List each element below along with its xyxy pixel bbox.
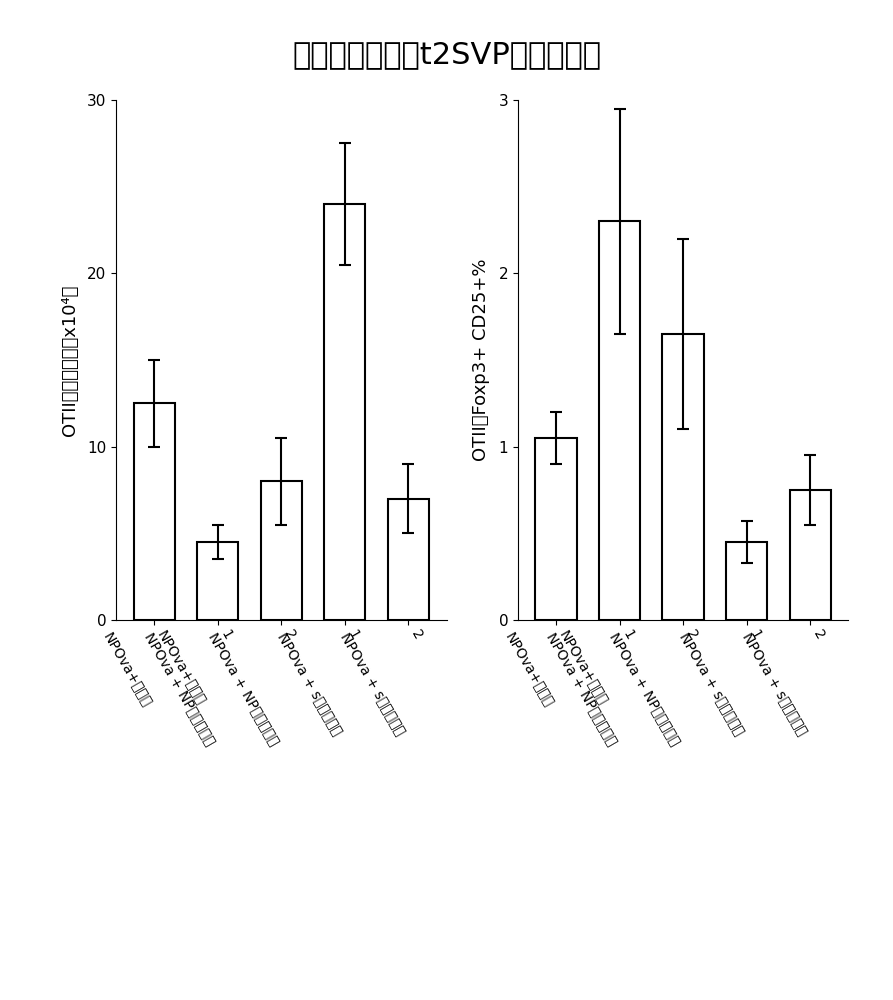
Text: NPOva + NP免疫调节剂: NPOva + NP免疫调节剂 xyxy=(205,630,281,747)
Bar xyxy=(261,481,302,620)
Bar xyxy=(536,438,577,620)
Y-axis label: OTII细胞的数目（x10⁴）: OTII细胞的数目（x10⁴） xyxy=(61,284,79,436)
Bar xyxy=(789,490,830,620)
Text: NPOva + NP免疫调节剂: NPOva + NP免疫调节剂 xyxy=(544,630,620,747)
Text: NPOva + NP免疫调节剂: NPOva + NP免疫调节剂 xyxy=(607,630,683,747)
Text: NPOva + s免疫调节剂: NPOva + s免疫调节剂 xyxy=(677,630,747,737)
Text: 在单次注射之后t2SVP的体内作用: 在单次注射之后t2SVP的体内作用 xyxy=(292,40,601,69)
Text: NPOva + s免疫调节剂: NPOva + s免疫调节剂 xyxy=(275,630,345,737)
Bar xyxy=(134,403,175,620)
Bar xyxy=(599,221,640,620)
Bar xyxy=(726,542,767,620)
Text: NPOva + s免疫调节剂: NPOva + s免疫调节剂 xyxy=(338,630,408,737)
Text: NPOva + NP免疫调节剂: NPOva + NP免疫调节剂 xyxy=(142,630,218,747)
Text: NPOva + s免疫调节剂: NPOva + s免疫调节剂 xyxy=(740,630,810,737)
Bar xyxy=(388,499,429,620)
Bar xyxy=(197,542,238,620)
Bar xyxy=(324,204,365,620)
Text: NPOva+媒介物: NPOva+媒介物 xyxy=(101,630,154,709)
Text: NPOva+媒介物: NPOva+媒介物 xyxy=(503,630,556,709)
Bar xyxy=(663,334,704,620)
Y-axis label: OTII的Foxp3+ CD25+%: OTII的Foxp3+ CD25+% xyxy=(472,259,490,461)
